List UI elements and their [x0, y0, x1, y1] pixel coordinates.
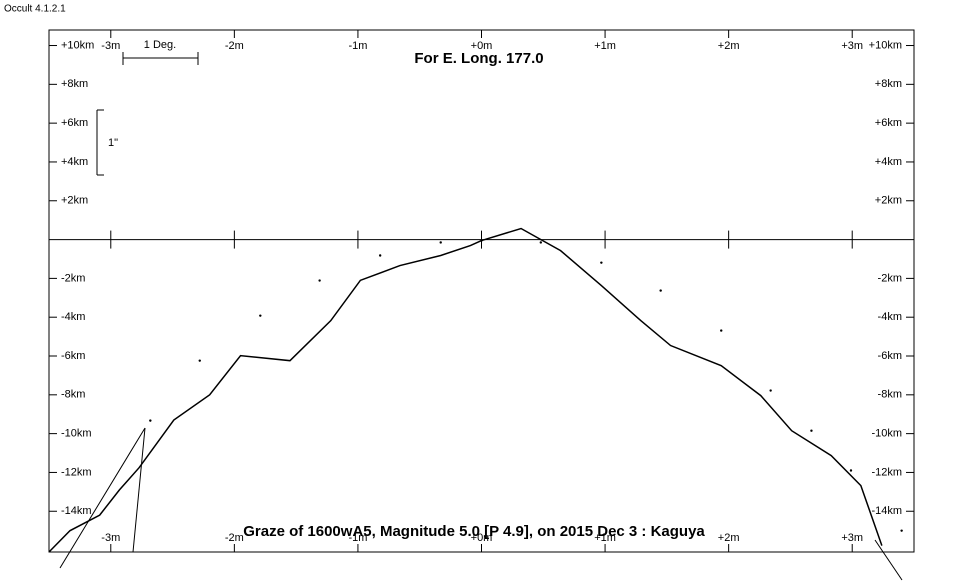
scale-label: 1 Deg.: [144, 39, 176, 51]
x-tick-label: +0m: [471, 532, 493, 544]
y-tick-label: -2km: [61, 272, 85, 284]
limit-line: [132, 427, 146, 553]
y-tick-label: +8km: [875, 78, 902, 90]
limb-dot: [600, 261, 603, 264]
y-tick-label: +8km: [61, 78, 88, 90]
y-tick-label: -8km: [61, 389, 85, 401]
y-tick-label: +4km: [61, 156, 88, 168]
y-tick-label: +2km: [61, 195, 88, 207]
chart-title: For E. Long. 177.0: [414, 50, 543, 67]
y-tick-label: -14km: [871, 505, 902, 517]
limb-dot: [849, 469, 853, 472]
x-tick-label: +0m: [471, 40, 493, 52]
x-tick-label: +2m: [718, 532, 740, 544]
limb-dot: [720, 329, 723, 332]
y-tick-label: -12km: [871, 466, 902, 478]
limb-dot: [259, 314, 262, 317]
y-tick-label: -14km: [61, 505, 92, 517]
y-tick-label: +10km: [869, 39, 902, 51]
y-tick-label: -10km: [871, 428, 902, 440]
y-tick-label: +2km: [875, 195, 902, 207]
x-tick-label: -1m: [348, 532, 367, 544]
limb-dot: [439, 241, 442, 244]
limb-dot: [149, 419, 152, 422]
limb-dot: [318, 279, 321, 282]
x-tick-label: +2m: [718, 40, 740, 52]
x-tick-label: -2m: [225, 532, 244, 544]
y-tick-label: -10km: [61, 428, 92, 440]
x-tick-label: +3m: [841, 532, 863, 544]
y-tick-label: +6km: [875, 117, 902, 129]
scale-label: 1": [108, 137, 118, 149]
x-tick-label: -2m: [225, 40, 244, 52]
limb-dot: [480, 239, 483, 242]
limb-dot: [198, 359, 201, 362]
limb-dot: [900, 529, 903, 532]
limb-dot: [810, 429, 813, 432]
y-tick-label: +4km: [875, 156, 902, 168]
y-tick-label: -4km: [878, 311, 902, 323]
y-tick-label: +10km: [61, 39, 94, 51]
profile-line: [48, 227, 883, 553]
limit-line: [874, 539, 903, 581]
y-tick-label: -2km: [878, 272, 902, 284]
x-tick-label: +1m: [594, 532, 616, 544]
limb-dot: [378, 254, 382, 257]
y-tick-label: +6km: [61, 117, 88, 129]
limb-dot: [659, 289, 662, 292]
plot-frame: [48, 29, 915, 553]
y-tick-label: -6km: [61, 350, 85, 362]
x-tick-label: +1m: [594, 40, 616, 52]
app-title: Occult 4.1.2.1: [4, 4, 66, 15]
limb-dot: [539, 241, 543, 244]
limb-dot: [769, 389, 772, 392]
chart-subtitle: Graze of 1600wA5, Magnitude 5.0 [P 4.9],…: [243, 523, 705, 540]
y-tick-label: -12km: [61, 466, 92, 478]
x-tick-label: -3m: [101, 532, 120, 544]
x-tick-label: +3m: [841, 40, 863, 52]
x-tick-label: -3m: [101, 40, 120, 52]
y-tick-label: -4km: [61, 311, 85, 323]
x-tick-label: -1m: [348, 40, 367, 52]
y-tick-label: -6km: [878, 350, 902, 362]
limit-line: [59, 427, 146, 569]
y-tick-label: -8km: [878, 389, 902, 401]
